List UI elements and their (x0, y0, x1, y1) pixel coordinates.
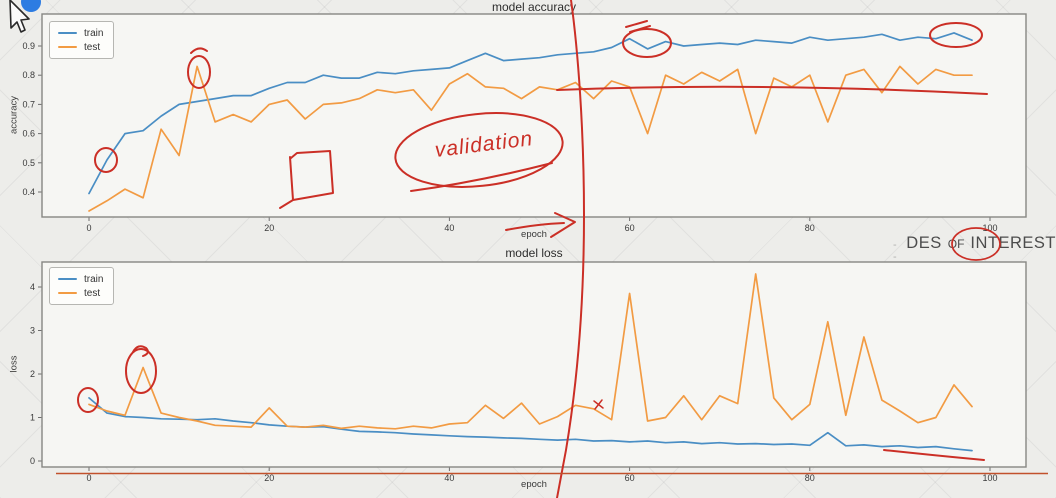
x-tick-label: 60 (625, 223, 635, 233)
y-tick-label: 0.4 (22, 187, 35, 197)
legend-item-test: test (58, 286, 103, 300)
x-tick-label: 80 (805, 223, 815, 233)
legend-item-test: test (58, 40, 103, 54)
plot-frame (41, 13, 1027, 218)
x-tick-label: 0 (86, 223, 91, 233)
x-tick-label: 100 (982, 473, 997, 483)
plot-area (42, 14, 1026, 217)
y-tick-label: 0.9 (22, 41, 35, 51)
watermark-word-of: OF (947, 237, 965, 251)
y-tick-label: 3 (30, 326, 35, 336)
legend-item-train: train (58, 272, 103, 286)
accuracy-x-axis-label: epoch (521, 229, 547, 240)
legend-label-test: test (84, 287, 101, 299)
watermark-word-des: DES (906, 234, 942, 252)
y-tick-label: 0.8 (22, 70, 35, 80)
y-tick-label: 1 (30, 413, 35, 423)
series-line-test (88, 65, 973, 212)
x-tick-label: 80 (805, 473, 815, 483)
x-tick-label: 60 (625, 473, 635, 483)
legend-label-test: test (84, 41, 101, 53)
accuracy-chart-title: model accuracy (491, 0, 577, 14)
legend-label-train: train (84, 27, 104, 39)
x-tick-label: 40 (444, 473, 454, 483)
accuracy-y-axis-label: accuracy (8, 95, 20, 135)
loss-chart-title: model loss (505, 246, 563, 260)
x-tick-label: 20 (264, 223, 274, 233)
loss-legend: train test (49, 267, 115, 305)
y-tick-label: 4 (30, 282, 35, 292)
y-tick-label: 0.7 (22, 99, 35, 109)
x-tick-label: 20 (264, 473, 274, 483)
x-tick-label: 40 (444, 223, 454, 233)
legend-item-train: train (58, 26, 103, 40)
watermark-word-interest: INTEREST (970, 234, 1056, 252)
plot-frame (41, 261, 1027, 468)
y-tick-label: 0.5 (22, 158, 35, 168)
series-line-test (88, 273, 973, 430)
train-line-swatch (58, 31, 77, 35)
y-tick-label: 2 (30, 369, 35, 379)
loss-x-axis-label: epoch (521, 479, 547, 490)
plot-area (42, 262, 1026, 467)
watermark-text: - - DES OF INTEREST (893, 234, 1056, 263)
accuracy-legend: train test (49, 21, 115, 59)
series-line-train (88, 397, 973, 452)
train-line-swatch (58, 277, 77, 281)
test-line-swatch (58, 291, 77, 295)
watermark-dashes: - - (893, 239, 899, 263)
loss-y-axis-label: loss (8, 355, 20, 373)
series-line-train (88, 32, 973, 195)
test-line-swatch (58, 45, 77, 49)
y-tick-label: 0 (30, 456, 35, 466)
x-tick-label: 0 (86, 473, 91, 483)
y-tick-label: 0.6 (22, 129, 35, 139)
legend-label-train: train (84, 273, 104, 285)
